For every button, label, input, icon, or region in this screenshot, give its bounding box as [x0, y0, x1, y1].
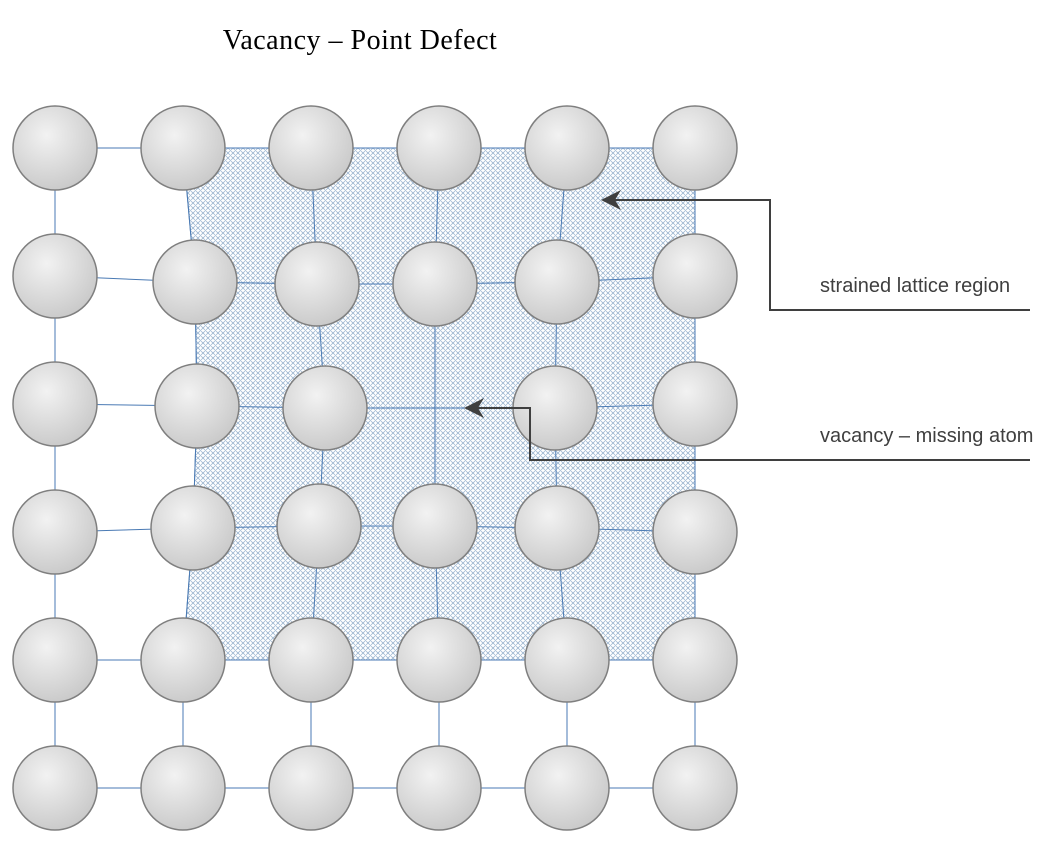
- atom: [13, 490, 97, 574]
- atom: [397, 106, 481, 190]
- atom: [13, 106, 97, 190]
- strained-region: [183, 148, 695, 660]
- atom: [393, 484, 477, 568]
- atom: [141, 618, 225, 702]
- atom: [653, 106, 737, 190]
- atom: [141, 746, 225, 830]
- atom: [653, 234, 737, 318]
- atom: [653, 746, 737, 830]
- atom: [393, 242, 477, 326]
- label-strained-lattice: strained lattice region: [820, 275, 1010, 298]
- atom: [525, 106, 609, 190]
- atom: [151, 486, 235, 570]
- atom: [277, 484, 361, 568]
- atom: [13, 746, 97, 830]
- atom: [525, 746, 609, 830]
- atom: [525, 618, 609, 702]
- atom: [13, 618, 97, 702]
- atom: [13, 362, 97, 446]
- atom: [155, 364, 239, 448]
- atom: [269, 746, 353, 830]
- atom: [515, 486, 599, 570]
- atom: [397, 746, 481, 830]
- atom: [275, 242, 359, 326]
- strained-region-polygon: [183, 148, 695, 660]
- atom: [397, 618, 481, 702]
- atom: [141, 106, 225, 190]
- atom: [653, 618, 737, 702]
- atom: [269, 618, 353, 702]
- atom: [653, 490, 737, 574]
- atom: [653, 362, 737, 446]
- label-vacancy: vacancy – missing atom: [820, 425, 1033, 448]
- atom: [515, 240, 599, 324]
- atom: [13, 234, 97, 318]
- atom: [153, 240, 237, 324]
- atom: [269, 106, 353, 190]
- atom: [283, 366, 367, 450]
